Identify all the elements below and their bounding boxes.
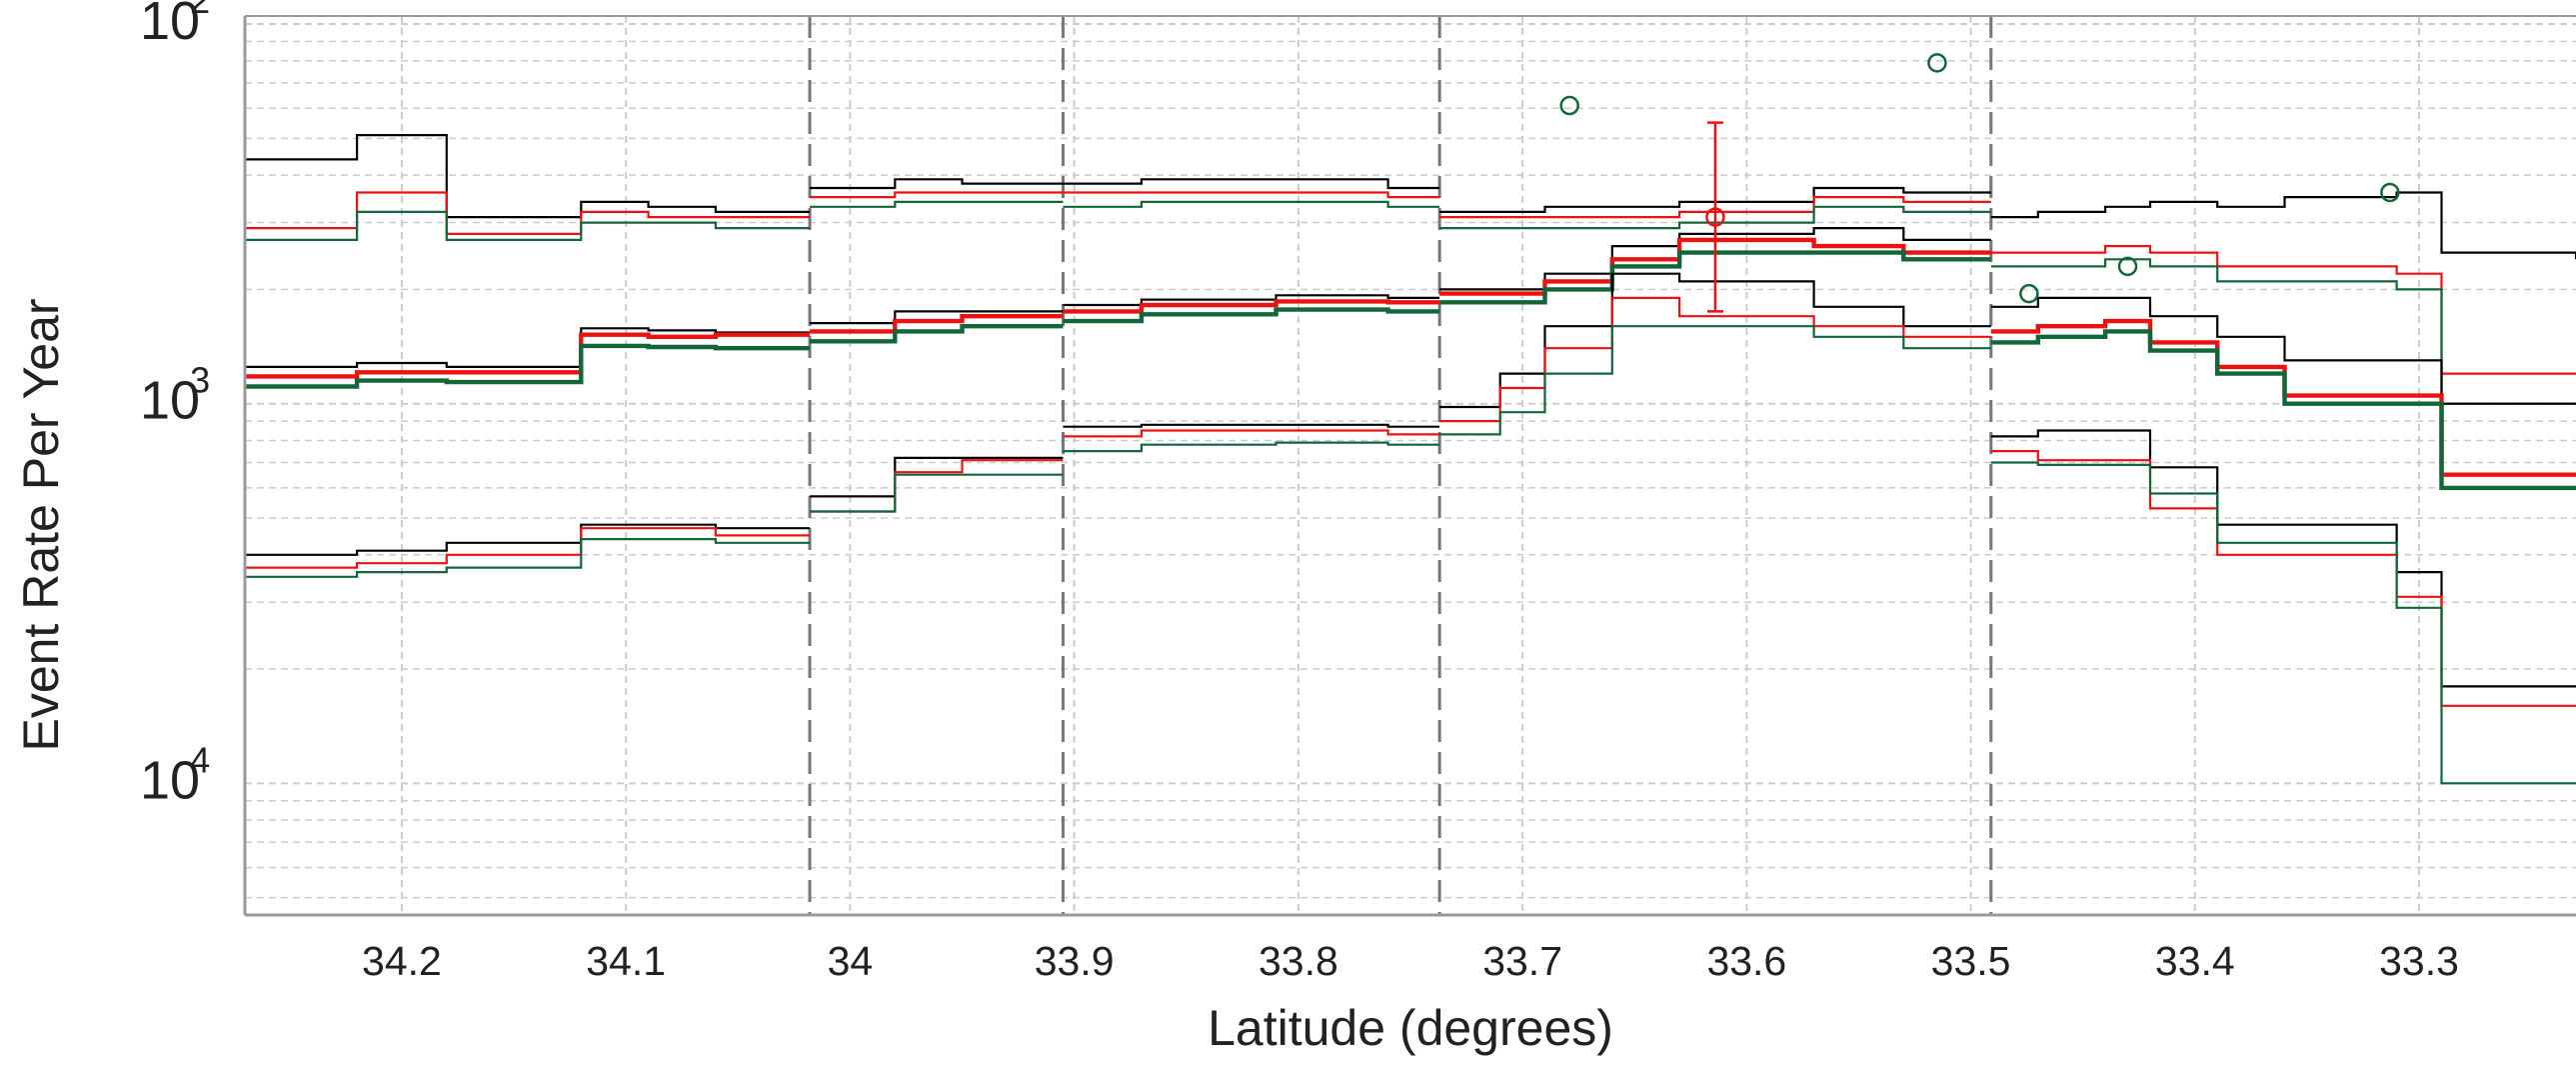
x-axis-title: Latitude (degrees) — [1208, 1000, 1613, 1056]
series-step-segment — [245, 332, 811, 379]
data-point — [1705, 207, 1725, 227]
x-tick-label: 33.3 — [2379, 938, 2459, 984]
series-step-segment — [1063, 429, 1440, 438]
series-step-segment — [1439, 272, 1991, 409]
y-tick-labels: 10-4 10-3 10-2 — [140, 0, 210, 810]
region-divider-lines — [808, 16, 1993, 915]
series-step-segment — [1990, 329, 2576, 491]
y-tick-label: 10-3 — [140, 360, 210, 431]
series-step-segment — [810, 310, 1064, 325]
series-step-segment — [1063, 423, 1440, 428]
series-step-segment — [810, 200, 1064, 208]
axes — [243, 15, 2576, 917]
series-step-segment — [1439, 237, 1991, 296]
series-step-segment — [1063, 191, 1440, 199]
data-point — [1559, 95, 1579, 116]
x-tick-label: 33.5 — [1931, 938, 2011, 984]
series-step-segment — [1439, 205, 1991, 230]
series-step-segment — [810, 473, 1064, 513]
series-step-segment — [1439, 186, 1991, 213]
x-tick-label: 33.7 — [1482, 938, 1562, 984]
series-step-segment — [245, 343, 811, 389]
grid — [245, 16, 2576, 915]
y-axis-title: Event Rate Per Year — [13, 298, 69, 751]
series-step-segment — [1063, 307, 1440, 324]
series-step-segment — [245, 538, 811, 578]
series-step-segment — [1990, 318, 2576, 477]
x-tick-labels: 34.2 34.1 34 33.9 33.8 33.7 33.6 33.5 33.4 33.3 — [362, 938, 2459, 984]
x-tick-label: 33.4 — [2155, 938, 2235, 984]
series-step-segment — [1439, 296, 1991, 423]
series-5 — [245, 237, 2576, 477]
series-step-segment — [1063, 178, 1440, 190]
series-step-segment — [1990, 296, 2576, 405]
data-series — [245, 134, 2576, 785]
data-points — [1559, 53, 2400, 313]
series-step-segment — [810, 314, 1064, 334]
x-tick-label: 34.1 — [586, 938, 666, 984]
series-step-segment — [245, 210, 811, 241]
series-step-segment — [810, 178, 1064, 190]
series-1 — [245, 134, 2576, 260]
data-point — [2380, 182, 2400, 203]
series-step-segment — [1990, 245, 2576, 375]
y-tick-label: 10-2 — [140, 0, 210, 51]
series-step-segment — [245, 134, 811, 219]
series-step-segment — [810, 456, 1064, 498]
series-step-segment — [1990, 191, 2576, 260]
y-tick-label: 10-4 — [140, 739, 210, 810]
x-tick-label: 34.2 — [362, 938, 442, 984]
series-step-segment — [1063, 299, 1440, 314]
series-step-segment — [1063, 200, 1440, 208]
series-6 — [245, 250, 2576, 491]
data-point — [2117, 256, 2138, 277]
series-step-segment — [810, 324, 1064, 344]
data-point — [2019, 283, 2039, 304]
series-9 — [245, 325, 2576, 785]
series-step-segment — [1990, 258, 2576, 405]
series-2 — [245, 191, 2576, 375]
x-tick-label: 33.6 — [1706, 938, 1786, 984]
x-tick-label: 33.8 — [1259, 938, 1338, 984]
x-tick-label: 33.9 — [1035, 938, 1115, 984]
series-step-segment — [1439, 325, 1991, 436]
data-point — [1927, 53, 1947, 73]
series-step-segment — [1439, 250, 1991, 305]
series-step-segment — [1990, 461, 2576, 785]
series-3 — [245, 200, 2576, 405]
x-tick-label: 34 — [828, 938, 874, 984]
series-step-segment — [810, 191, 1064, 199]
series-step-segment — [1063, 441, 1440, 453]
